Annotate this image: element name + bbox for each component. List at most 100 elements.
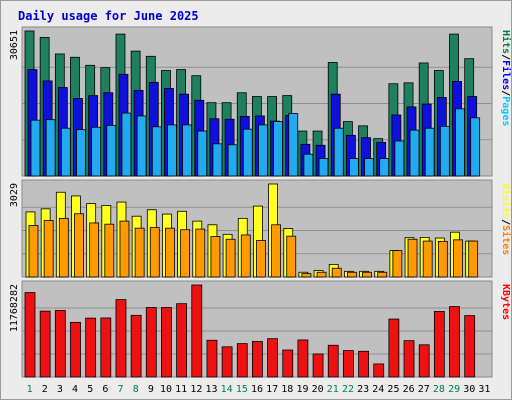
bar-sites-day-5 [89,222,100,278]
bar-kbytes-day-24 [373,363,385,378]
bar-kbytes-day-14 [221,346,233,378]
x-tick-label-day-20: 20 [312,384,324,395]
y-max-label: 3029 [9,183,20,207]
bar-kbytes-day-9 [145,307,157,378]
bar-kbytes-day-18 [282,349,294,378]
bar-kbytes-day-15 [236,343,248,378]
x-tick-label-day-7: 7 [118,384,124,395]
x-tick-label-day-26: 26 [403,384,415,395]
bar-pages-day-3 [60,127,71,177]
x-tick-label-day-4: 4 [72,384,78,395]
bar-sites-day-10 [165,227,175,278]
bar-pages-day-30 [470,117,481,177]
y-max-label: 11768282 [9,284,20,332]
bar-kbytes-day-1 [24,292,36,378]
bar-sites-day-23 [362,271,372,278]
x-tick-label-day-28: 28 [433,384,445,395]
legend-visits-sites: Visits/Sites [500,183,512,255]
x-tick-label-day-2: 2 [42,384,48,395]
bar-pages-day-25 [394,140,405,177]
bar-sites-day-14 [225,238,236,278]
bar-pages-day-19 [303,153,314,177]
bar-pages-day-28 [439,125,450,177]
legend-separator: / [500,54,511,60]
bar-pages-day-23 [364,158,374,177]
x-tick-label-day-23: 23 [357,384,369,395]
bar-pages-day-21 [333,127,344,177]
legend-hits-files-pages: Hits/Files/Pages [500,30,512,126]
x-tick-label-day-19: 19 [296,384,308,395]
x-tick-label-day-8: 8 [133,384,139,395]
bar-sites-day-16 [256,240,266,278]
legend-entry-files: Files [500,60,512,90]
bar-sites-day-4 [74,213,84,278]
legend-entry-kbytes: KBytes [500,284,511,320]
bar-sites-day-1 [28,225,39,278]
panel-kbytes: 11768282 KBytes [9,280,511,378]
bar-kbytes-day-22 [342,350,354,378]
x-tick-label-day-17: 17 [266,384,278,395]
bar-sites-day-3 [58,217,69,278]
legend-separator: / [500,219,511,225]
bar-kbytes-day-11 [176,303,188,378]
bar-sites-day-11 [180,229,191,278]
bar-sites-day-9 [149,227,160,278]
x-tick-label-day-31: 31 [478,384,490,395]
bar-sites-day-30 [468,240,479,278]
bar-sites-day-20 [316,271,327,278]
bar-pages-day-7 [121,112,132,177]
bar-kbytes-day-19 [297,339,309,378]
bar-kbytes-day-27 [418,344,430,378]
bar-pages-day-4 [76,129,86,177]
x-tick-label-day-21: 21 [327,384,339,395]
bar-sites-day-12 [195,228,206,278]
bar-pages-day-8 [136,115,147,177]
bar-pages-day-12 [197,130,208,177]
bar-kbytes-day-8 [130,314,142,378]
x-tick-label-day-6: 6 [102,384,108,395]
x-tick-label-day-13: 13 [205,384,217,395]
bar-kbytes-day-7 [115,299,127,378]
x-tick-label-day-11: 11 [175,384,187,395]
bar-kbytes-day-26 [403,340,415,378]
bar-kbytes-day-6 [100,317,112,378]
bar-pages-day-1 [30,119,41,177]
bar-sites-day-18 [286,235,297,278]
bar-pages-day-14 [227,144,238,177]
legend-entry-sites: Sites [500,225,512,255]
bar-sites-day-25 [392,250,403,278]
bar-pages-day-2 [45,119,56,177]
x-axis-day-labels: 1 2 3 4 5 6 7 8 9 10 11 12 13 14 15 16 17 18 19 20 21 22 23 24 2… [27,384,491,395]
bar-sites-day-27 [422,240,433,278]
bar-kbytes-day-13 [206,339,218,378]
bar-pages-day-13 [212,143,223,177]
bar-kbytes-day-21 [327,344,339,378]
panel-hits-files-pages: 30651 Hits/Files/Pages [9,26,512,177]
bar-kbytes-day-25 [388,318,400,378]
bar-kbytes-day-28 [433,311,445,378]
bar-pages-day-26 [409,129,420,177]
x-tick-label-day-18: 18 [281,384,293,395]
legend-entry-visits: Visits [500,183,512,219]
bar-sites-day-6 [104,223,115,278]
bar-kbytes-day-2 [39,310,51,378]
panel-visits-sites: 3029 Visits/Sites [9,179,512,278]
x-tick-label-day-9: 9 [148,384,154,395]
bar-kbytes-day-10 [161,307,172,378]
bar-pages-day-16 [258,124,268,177]
bar-kbytes-day-23 [358,350,369,378]
y-max-label: 30651 [9,30,20,60]
bar-sites-day-8 [134,227,145,278]
bar-sites-day-24 [377,271,388,278]
bar-sites-day-15 [240,234,251,278]
x-tick-label-day-5: 5 [87,384,93,395]
bar-pages-day-6 [106,124,117,177]
legend-kbytes: KBytes [500,284,511,320]
bar-kbytes-day-4 [70,321,81,378]
bar-pages-day-20 [318,158,329,177]
bar-kbytes-day-3 [54,310,66,378]
bar-pages-day-29 [455,108,465,177]
bar-sites-day-29 [453,239,463,278]
x-tick-label-day-22: 22 [342,384,354,395]
